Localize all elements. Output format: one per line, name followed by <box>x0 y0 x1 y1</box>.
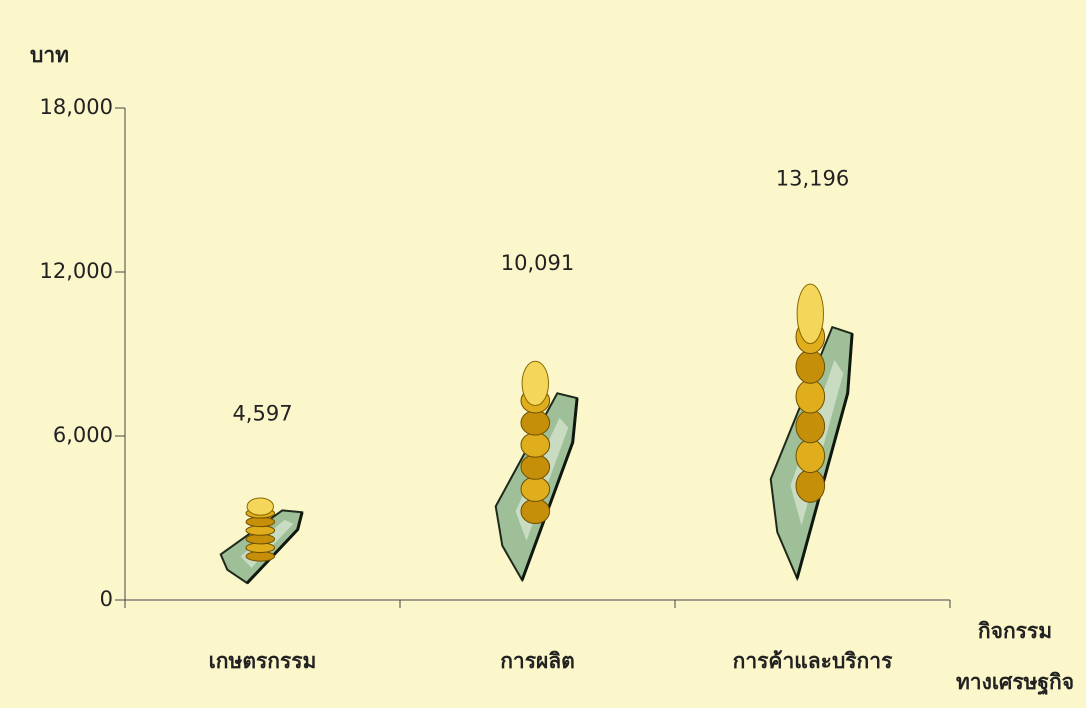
bill-edge <box>797 334 852 579</box>
data-label: 4,597 <box>232 401 292 425</box>
money-icon <box>221 498 302 583</box>
coin <box>521 410 550 435</box>
coin <box>796 410 825 443</box>
x-tick-label: การผลิต <box>500 649 575 673</box>
coin <box>521 455 550 480</box>
y-axis-label: บาท <box>30 43 69 67</box>
y-tick-label: 18,000 <box>40 95 113 119</box>
bill-edge <box>522 398 577 580</box>
x-tick-label: เกษตรกรรม <box>209 649 317 673</box>
coin <box>521 477 550 502</box>
coin <box>521 499 550 524</box>
coin <box>521 433 550 458</box>
coin-face <box>522 361 548 405</box>
y-tick-label: 12,000 <box>40 259 113 283</box>
y-tick-label: 0 <box>100 587 113 611</box>
x-axis-label: ทางเศรษฐกิจ <box>956 670 1074 696</box>
coin-face <box>797 284 823 344</box>
coin <box>796 469 825 502</box>
money-icon <box>496 361 577 580</box>
y-tick-label: 6,000 <box>53 423 113 447</box>
bill-edge <box>247 512 302 583</box>
coin <box>796 439 825 472</box>
x-axis-label: กิจกรรม <box>978 619 1052 643</box>
coin-face <box>247 498 273 515</box>
data-label: 10,091 <box>501 251 574 275</box>
coin <box>796 380 825 413</box>
data-label: 13,196 <box>776 166 849 190</box>
money-icon <box>771 284 852 578</box>
x-tick-label: การค้าและบริการ <box>733 649 893 673</box>
coin <box>796 350 825 383</box>
